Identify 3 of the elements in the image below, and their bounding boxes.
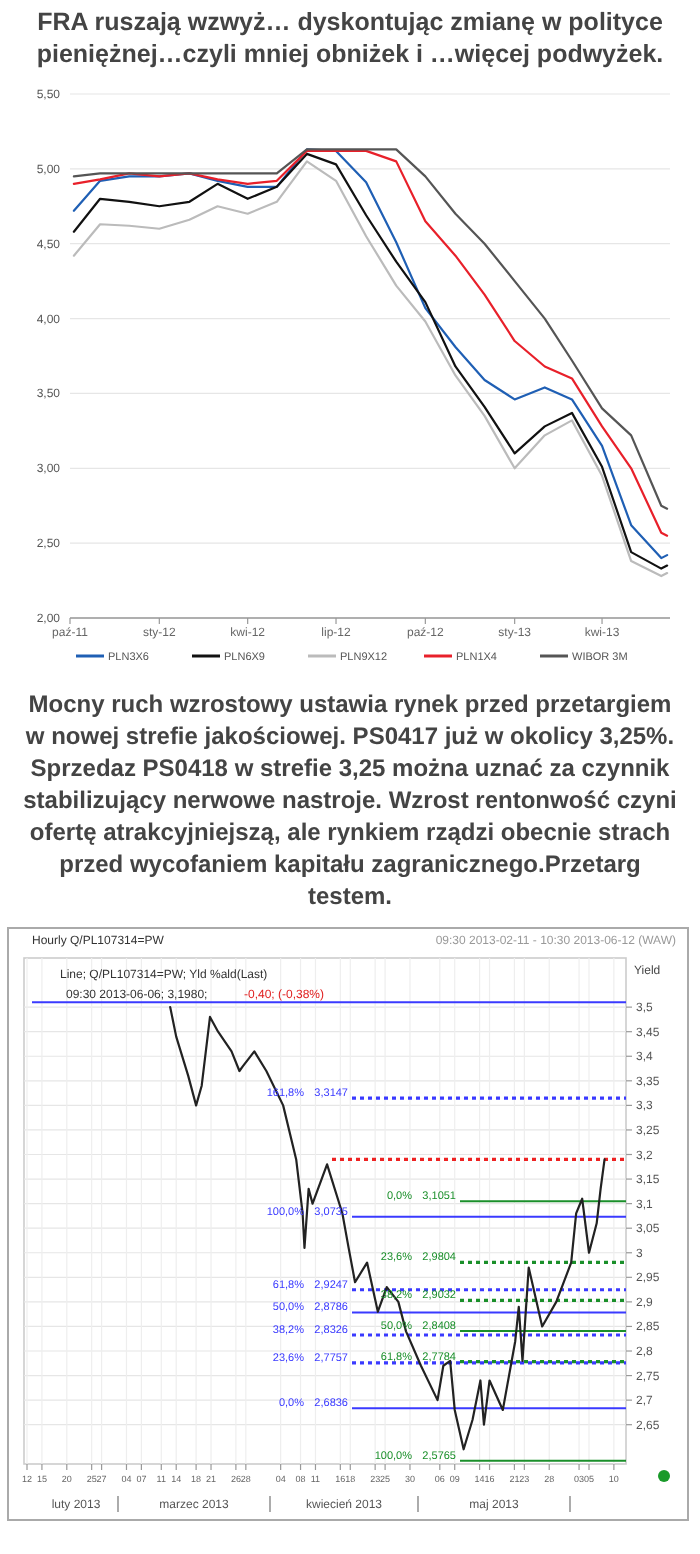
line-series	[169, 1006, 606, 1451]
text: Mocny ruch wzrostowy ustawia rynek przed przetargiem w nowej strefie jakościowej. PS0417 już w okolicy 3,25%. Sprzedaz PS0418 w strefie 3,25 można uznać za czynnik stabilizujący nerwowe nastroje. Wzrost rentonwość czyni ofertę atrakcyjniejszą, ale rynkiem rządzi obecnie strach przed wycofaniem kapitału zagranicznego.Przetarg testem.	[21, 688, 679, 914]
chart-title: FRA ruszają wzwyż… dyskontując zmianę w polityce pieniężnej…czyli mniej obniżek i …więcej podwyżek.	[34, 6, 666, 72]
